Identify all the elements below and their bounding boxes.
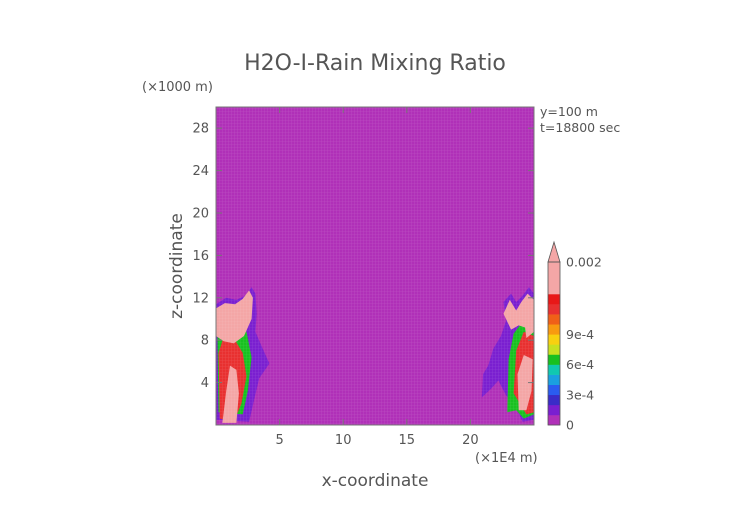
- colorbar: 0 3e-4 6e-4 9e-4 0.002: [547, 240, 602, 433]
- colorbar-swatch: [548, 394, 560, 406]
- x-tick-label: 15: [399, 433, 416, 448]
- colorbar-extend-arrow: [547, 240, 561, 263]
- colorbar-swatch: [548, 414, 560, 426]
- colorbar-label: 3e-4: [566, 387, 594, 402]
- x-tick-label: 20: [462, 433, 479, 448]
- y-tick-label: 12: [192, 291, 209, 306]
- colorbar-frame: [547, 261, 561, 426]
- colorbar-label: 6e-4: [566, 357, 594, 372]
- y-tick-label: 20: [192, 207, 209, 222]
- chart-title: H2O-I-Rain Mixing Ratio: [244, 51, 506, 76]
- y-tick-label: 8: [201, 334, 209, 349]
- colorbar-swatch: [548, 314, 560, 325]
- y-axis-title: z-coordinate: [167, 213, 187, 319]
- y-axis-ticks: 4 8 12 16 20 24 28: [192, 122, 534, 391]
- colorbar-swatch: [548, 384, 560, 396]
- colorbar-swatch: [548, 374, 560, 385]
- annotation-y-position: y=100 m: [540, 104, 598, 119]
- colorbar-label: 9e-4: [566, 327, 594, 342]
- colorbar-swatch: [548, 354, 560, 365]
- plot-frame: [215, 106, 535, 426]
- colorbar-swatch: [548, 324, 560, 335]
- x-scale-label: (×1E4 m): [475, 451, 538, 466]
- y-tick-label: 16: [192, 249, 209, 264]
- colorbar-label: 0: [566, 418, 574, 433]
- y-tick-label: 24: [192, 164, 209, 179]
- colorbar-swatch: [548, 262, 560, 295]
- y-tick-label: 28: [192, 122, 209, 137]
- y-tick-label: 4: [201, 376, 209, 391]
- colorbar-swatch: [548, 304, 560, 315]
- y-scale-label: (×1000 m): [142, 80, 213, 95]
- x-axis-title: x-coordinate: [322, 471, 429, 491]
- colorbar-swatch: [548, 294, 560, 305]
- x-tick-label: 5: [275, 433, 283, 448]
- plot-area: [215, 106, 535, 426]
- x-axis-ticks: 5 10 15 20: [275, 107, 479, 448]
- colorbar-label: 0.002: [566, 255, 602, 270]
- colorbar-swatch: [548, 344, 560, 355]
- x-tick-label: 10: [335, 433, 352, 448]
- colorbar-swatch: [548, 364, 560, 375]
- annotation-time: t=18800 sec: [540, 120, 620, 135]
- grid-mesh: [216, 107, 534, 425]
- colorbar-swatch: [548, 334, 560, 345]
- colorbar-swatch: [548, 404, 560, 416]
